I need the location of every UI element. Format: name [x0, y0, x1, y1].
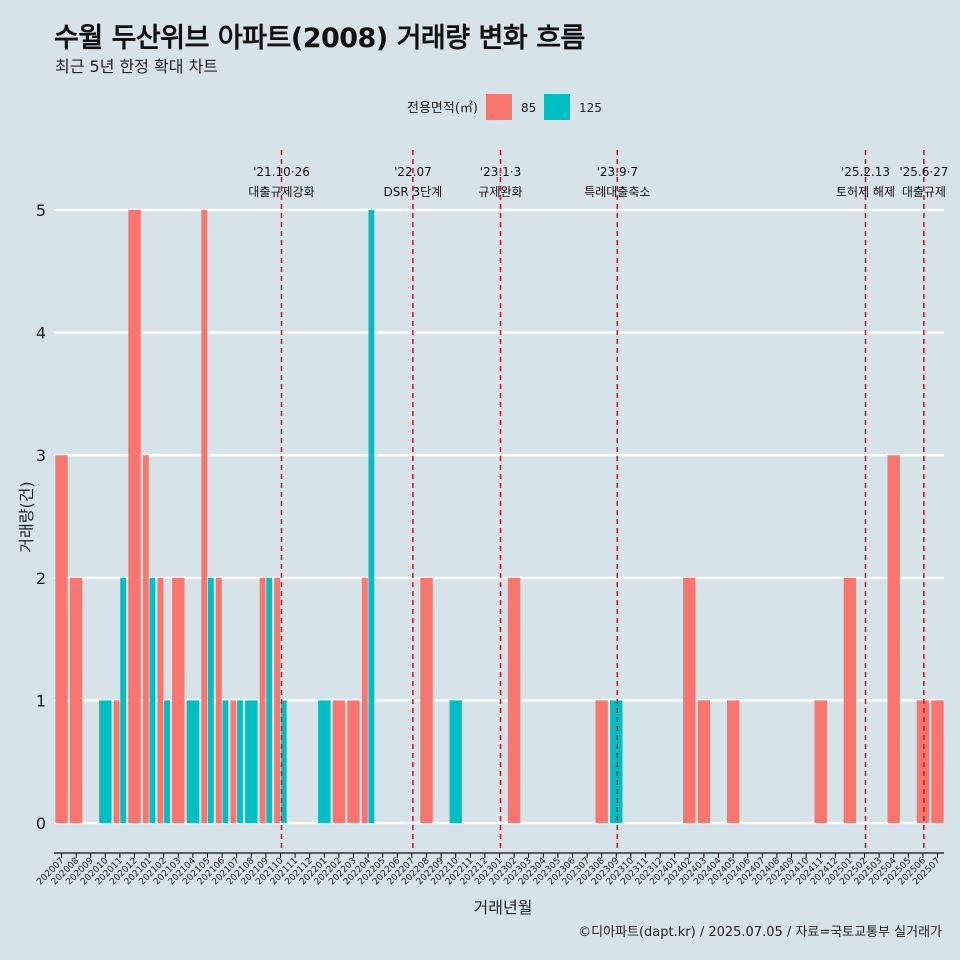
event-label: 규제완화 [478, 185, 522, 199]
bar-125-202210 [449, 700, 462, 823]
event-date: '23.1·3 [480, 165, 521, 179]
bar-85-202103 [172, 577, 185, 823]
bar-85-202507 [931, 700, 944, 823]
bar-85-202110 [274, 577, 281, 823]
event-label: 대출규제 [902, 185, 946, 199]
event-date: '25.6·27 [899, 165, 948, 179]
axes: 0123452020072020082020092020102020112020… [35, 201, 944, 887]
bar-85-202403 [697, 700, 711, 823]
bar-85-202011 [113, 700, 120, 823]
bar-125-202110 [280, 700, 287, 823]
bar-85-202402 [683, 577, 696, 823]
bar-85-202203 [347, 700, 360, 823]
event-markers: '21.10·26 대출규제강화 '22.07 DSR 3단계 '23.1·3 규제완화 '… [248, 150, 948, 852]
bar-125-202204 [368, 210, 375, 823]
bar-85-202411 [814, 700, 827, 823]
bar-125-202107 [237, 700, 243, 823]
bar-85-202008 [69, 577, 83, 823]
bar-85-202208 [420, 577, 433, 823]
bar-125-202106 [222, 700, 229, 823]
bar-125-202201 [318, 700, 331, 823]
y-tick-label: 5 [36, 201, 46, 220]
bar-85-202109 [259, 577, 266, 823]
bar-125-202108 [245, 700, 258, 823]
event-date: '22.07 [394, 165, 432, 179]
legend-title: 전용면적(㎡) [407, 101, 478, 116]
bars [55, 210, 944, 823]
bar-85-202101 [142, 455, 149, 823]
bar-125-202011 [120, 577, 127, 823]
bar-85-202106 [215, 577, 222, 823]
legend-label-85: 85 [521, 101, 536, 115]
event-label: DSR 3단계 [384, 185, 443, 199]
bar-85-202202 [332, 700, 346, 823]
bar-125-202102 [164, 700, 170, 823]
bar-85-202506 [916, 700, 930, 823]
event-date: '25.2.13 [841, 165, 890, 179]
bar-125-202105 [207, 577, 214, 823]
legend: 전용면적(㎡) 85 125 [407, 94, 602, 120]
bar-85-202302 [507, 577, 521, 823]
legend-swatch-125 [544, 94, 570, 120]
bar-85-202107 [230, 700, 237, 823]
bar-85-202102 [157, 577, 164, 823]
y-axis-title: 거래량(건) [17, 481, 36, 552]
bar-85-202012 [128, 210, 141, 823]
event-date: '21.10·26 [253, 165, 310, 179]
y-tick-label: 1 [36, 691, 46, 710]
bar-85-202308 [595, 700, 608, 823]
bar-125-202109 [266, 577, 273, 823]
bar-85-202504 [887, 455, 900, 823]
bar-85-202405 [726, 700, 740, 823]
bar-125-202309 [610, 700, 623, 823]
bar-85-202105 [201, 210, 208, 823]
event-label: 특례대출축소 [584, 185, 650, 199]
bar-85-202204 [361, 577, 368, 823]
y-tick-label: 3 [36, 446, 46, 465]
event-label: 토허제 해제 [836, 185, 895, 199]
x-axis-title: 거래년월 [474, 898, 533, 917]
bar-125-202010 [99, 700, 112, 823]
y-tick-label: 2 [36, 569, 46, 588]
chart-subtitle: 최근 5년 한정 확대 차트 [55, 57, 219, 76]
chart-title: 수월 두산위브 아파트(2008) 거래량 변화 흐름 [54, 23, 585, 54]
source-caption: ©디아파트(dapt.kr) / 2025.07.05 / 자료=국토교통부 실… [578, 925, 942, 940]
event-label: 대출규제강화 [248, 185, 314, 199]
bar-125-202104 [186, 700, 200, 823]
y-tick-label: 4 [36, 324, 46, 343]
legend-swatch-85 [486, 94, 512, 120]
bar-85-202501 [843, 577, 857, 823]
bar-85-202007 [55, 455, 68, 823]
event-date: '23.9·7 [597, 165, 638, 179]
legend-label-125: 125 [579, 101, 602, 115]
bar-125-202101 [149, 577, 156, 823]
y-tick-label: 0 [36, 814, 46, 833]
